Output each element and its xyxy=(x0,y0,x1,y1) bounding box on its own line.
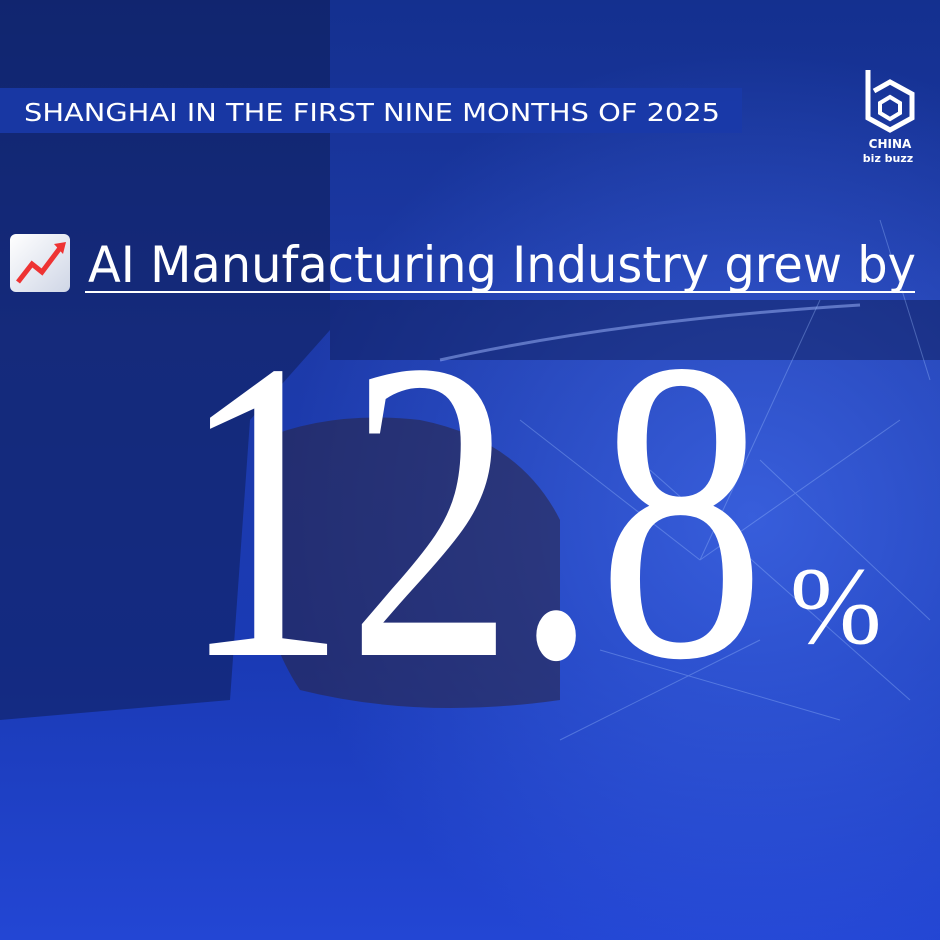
growth-icon xyxy=(10,234,70,292)
figure-unit: % xyxy=(790,545,882,667)
skyline xyxy=(330,300,940,360)
logo: CHINA biz buzz xyxy=(863,70,915,165)
logo-line2: biz buzz xyxy=(863,152,913,165)
logo-line1: CHINA xyxy=(869,137,912,151)
banner-bar xyxy=(0,88,742,133)
banner-text: SHANGHAI IN THE FIRST NINE MONTHS OF 202… xyxy=(24,98,720,127)
silhouette xyxy=(0,0,330,720)
shoreline xyxy=(439,303,861,362)
headline: AI Manufacturing Industry grew by xyxy=(88,236,916,294)
network xyxy=(519,219,931,741)
hand xyxy=(255,417,560,708)
figure-value: 12.8 xyxy=(180,273,765,749)
